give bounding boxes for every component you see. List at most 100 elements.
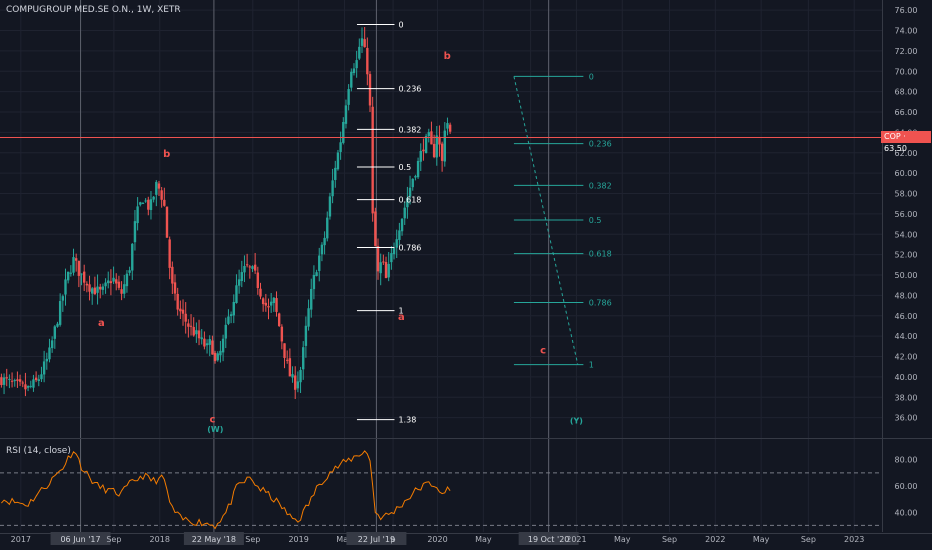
time-tick-label: May [336,535,353,544]
candle-body [21,382,24,384]
candle-body [120,289,123,294]
candle-body [13,380,16,382]
price-tick-label: 52.00 [895,251,918,260]
time-tick-label: Sep [801,535,816,544]
candle-body [211,340,214,355]
price-tick-label: 72.00 [895,47,918,56]
candle-body [216,353,219,361]
candle-body [107,280,110,284]
fib-level-label: 0.618 [589,250,612,259]
time-tick-label: 2020 [427,535,447,544]
candle-body [181,309,185,314]
candle-body [66,271,70,281]
candle-body [61,296,65,301]
candle-body [403,207,406,219]
candle-body [368,74,372,106]
candle-body [296,381,300,389]
time-tick-label: 2018 [150,535,170,544]
candle-body [259,288,262,297]
rsi-tick-label: 40.00 [895,508,918,517]
candle-body [243,265,246,273]
candle-body [192,326,195,336]
candle-body [128,270,131,273]
candle-body [424,135,428,154]
candle-body [315,272,318,277]
time-marker-label: 22 May '18 [192,535,236,544]
price-tick-label: 50.00 [895,271,918,280]
time-tick-label: 2021 [566,535,586,544]
candle-body [299,370,302,383]
candle-body [416,160,420,178]
candle-body [50,340,54,349]
candle-body [5,377,8,379]
candle-body [229,314,233,317]
candle-body [323,237,326,246]
candle-body [112,277,115,282]
fib-level-label: 0.786 [589,299,612,308]
candle-body [264,302,268,306]
candle-body [117,281,121,288]
candle-body [91,288,94,294]
fib-level-label: 0.786 [398,244,421,253]
candle-body [139,202,142,205]
candle-body [189,325,193,327]
candle-body [400,218,404,232]
candle-body [312,274,316,290]
time-tick-label: May [614,535,631,544]
candle-body [80,273,83,275]
candle-body [152,196,155,200]
candle-body [2,377,6,385]
candle-body [101,286,105,290]
candle-body [408,187,412,197]
price-tick-label: 38.00 [895,393,918,402]
candle-body [219,350,222,356]
candle-body [371,106,374,214]
candle-body [245,264,249,266]
candle-body [302,347,305,370]
price-tick-label: 36.00 [895,414,918,423]
candle-body [240,272,243,281]
candle-body [42,361,46,375]
rsi-tick-label: 60.00 [895,482,918,491]
price-tick-label: 70.00 [895,67,918,76]
fib-level-label: 0.236 [398,85,421,94]
candle-body [96,286,99,293]
candle-body [235,285,238,304]
candle-body [334,167,337,180]
candle-body [304,325,308,346]
candle-body [32,379,35,388]
fib-level-label: 1 [398,307,403,316]
candle-body [336,152,340,170]
fib-retracement-1: 0 0.236 0.382 0.5 0.618 0.786 1 1.38 [356,20,421,425]
time-tick-label: Sep [106,535,121,544]
price-tick-label: 48.00 [895,291,918,300]
candle-body [382,261,385,263]
candle-body [446,123,449,129]
candle-body [133,221,137,243]
candle-body [443,130,446,162]
candle-body [163,199,166,206]
candle-body [221,338,225,353]
rsi-title: RSI (14, close) [6,446,71,456]
price-tick-label: 58.00 [895,190,918,199]
candle-body [376,246,380,272]
candle-body [280,326,284,342]
candle-body [379,262,382,274]
candle-body [58,301,62,325]
candle-body [277,313,281,327]
candle-body [355,60,358,69]
projection-line [513,76,579,365]
candle-body [261,298,265,305]
wave-label: c [210,415,216,426]
candle-body [272,297,276,304]
candle-body [269,301,273,306]
candle-body [160,190,163,200]
wave-label: (Y) [570,417,583,426]
candle-body [29,385,32,387]
candle-body [352,68,356,74]
candle-body [414,176,417,178]
candle-body [310,288,313,310]
time-marker-label: 22 Jul '19 [358,535,395,544]
